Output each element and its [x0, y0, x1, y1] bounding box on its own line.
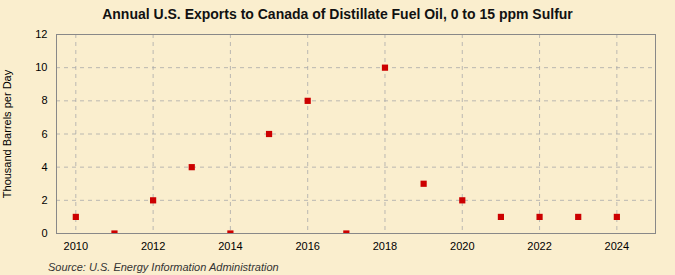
svg-text:2022: 2022: [527, 240, 551, 252]
svg-text:2014: 2014: [218, 240, 242, 252]
html-text:Annual U.S. Exports to Canada: Annual U.S. Exports to Canada of Distill…: [102, 6, 573, 22]
svg-text:6: 6: [41, 128, 47, 140]
svg-text:Thousand Barrels per Day: Thousand Barrels per Day: [1, 69, 13, 198]
html-text:Source: U.S. Energy Informatio: Source: U.S. Energy Information Administ…: [48, 261, 279, 273]
svg-text:2016: 2016: [295, 240, 319, 252]
svg-text:2: 2: [41, 194, 47, 206]
svg-text:8: 8: [41, 94, 47, 106]
svg-text:2024: 2024: [605, 240, 629, 252]
svg-text:2018: 2018: [373, 240, 397, 252]
svg-text:2012: 2012: [141, 240, 165, 252]
svg-text:12: 12: [35, 28, 47, 40]
svg-text:2010: 2010: [64, 240, 88, 252]
svg-text:0: 0: [41, 227, 47, 239]
svg-text:4: 4: [41, 161, 47, 173]
svg-text:10: 10: [35, 61, 47, 73]
svg-text:2020: 2020: [450, 240, 474, 252]
